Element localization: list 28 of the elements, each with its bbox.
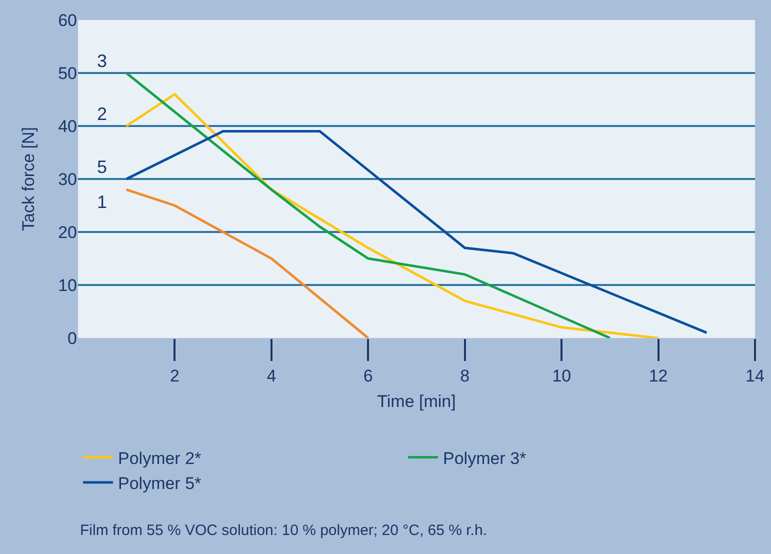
x-tick-label: 4: [266, 366, 276, 386]
x-tick-label: 14: [746, 366, 764, 386]
y-axis-title: Tack force [N]: [19, 127, 38, 231]
text: Film from 55 % VOC solution: 10 % polymer; 20 °C, 65 % r.h.: [80, 522, 487, 539]
line-series: [125, 72, 612, 338]
annotation: 2: [97, 104, 108, 124]
annotation: 5: [97, 157, 108, 177]
x-tick-label: 12: [648, 366, 668, 386]
x-tick-label: 2: [170, 366, 180, 386]
x-tick-label: 10: [552, 366, 572, 386]
annotation: 1: [97, 192, 108, 212]
legend-label: Polymer 2*: [118, 448, 202, 468]
line-series: [125, 130, 708, 334]
x-axis-title: Time [min]: [377, 392, 456, 411]
line-series: [125, 92, 660, 338]
legend-label: Polymer 3*: [443, 448, 527, 468]
y-tick-label: 20: [58, 222, 77, 242]
legend-label: Polymer 5*: [118, 474, 202, 494]
line-series: [125, 188, 370, 338]
annotation: 3: [97, 51, 108, 71]
y-tick-label: 10: [58, 276, 77, 295]
y-tick-label: 40: [58, 116, 77, 136]
x-tick-label: 8: [460, 366, 470, 386]
y-tick-label: 30: [58, 170, 77, 189]
y-tick-label: 50: [58, 64, 77, 83]
y-tick-label: 60: [58, 10, 77, 30]
x-tick-label: 6: [363, 366, 373, 386]
y-tick-label: 0: [68, 328, 77, 348]
